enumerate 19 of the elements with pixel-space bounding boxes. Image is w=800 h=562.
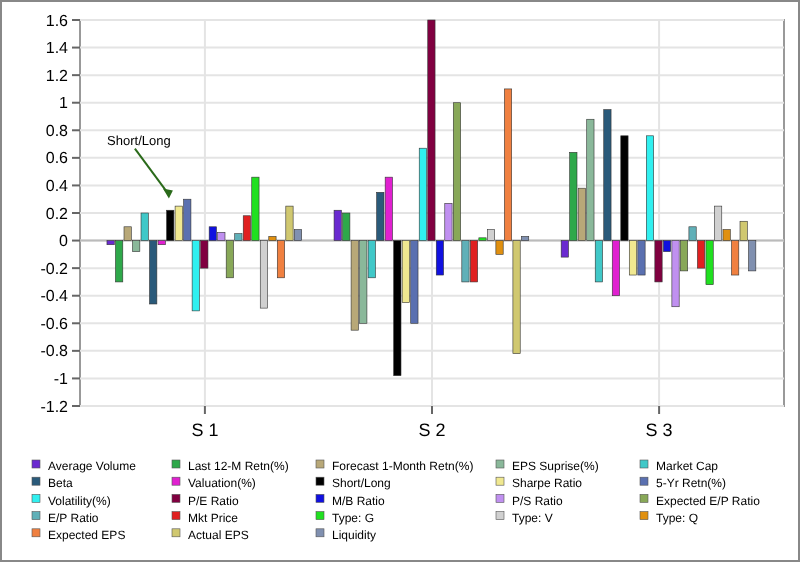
y-tick-label: -0.2 [40,259,70,278]
x-tick-label: S 3 [645,420,673,440]
y-tick-label: -1 [53,370,70,389]
y-tick-label: 1 [59,94,70,113]
bar [671,240,680,308]
y-tick-label: -0.6 [40,314,70,333]
y-tick-label: 0.2 [45,204,70,223]
x-tick-label: S 2 [418,420,446,440]
y-tick-label: -0.4 [40,287,70,306]
y-tick-label: -1.2 [40,397,70,416]
y-tick-label: 0.4 [45,177,70,196]
y-tick-label: 1.2 [45,66,70,85]
y-tick-label: 1.4 [45,39,70,58]
x-tick-label: S 1 [191,420,219,440]
y-tick-label: 0.8 [45,121,70,140]
y-tick-label: 1.6 [45,11,70,30]
y-tick-label: 0.6 [45,149,70,168]
y-tick-label: 0 [59,232,70,251]
y-tick-label: -0.8 [40,342,70,361]
